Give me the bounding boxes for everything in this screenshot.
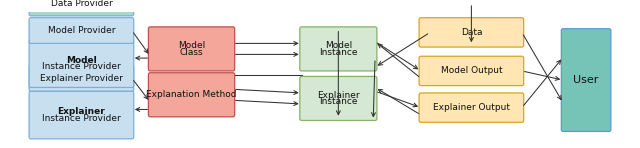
FancyBboxPatch shape — [419, 18, 524, 47]
Text: User: User — [573, 75, 599, 85]
Text: Instance Provider: Instance Provider — [42, 62, 121, 71]
FancyBboxPatch shape — [300, 27, 377, 71]
Text: Explainer: Explainer — [58, 107, 106, 116]
Text: Data: Data — [461, 28, 482, 37]
FancyBboxPatch shape — [419, 93, 524, 122]
Text: Explainer Output: Explainer Output — [433, 103, 510, 112]
FancyBboxPatch shape — [29, 0, 134, 16]
FancyBboxPatch shape — [29, 91, 134, 139]
Text: Model: Model — [324, 41, 352, 50]
FancyBboxPatch shape — [419, 56, 524, 86]
Text: Instance: Instance — [319, 48, 358, 57]
FancyBboxPatch shape — [29, 18, 134, 43]
Text: Model: Model — [178, 41, 205, 50]
Text: Model Output: Model Output — [440, 66, 502, 75]
FancyBboxPatch shape — [29, 65, 134, 91]
FancyBboxPatch shape — [300, 76, 377, 120]
Text: Explainer: Explainer — [317, 91, 360, 100]
FancyBboxPatch shape — [148, 27, 235, 71]
Text: Model Provider: Model Provider — [48, 26, 115, 35]
Text: Explanation Method: Explanation Method — [147, 90, 237, 99]
Text: Instance: Instance — [319, 97, 358, 106]
FancyBboxPatch shape — [29, 40, 134, 87]
Text: Explainer Provider: Explainer Provider — [40, 74, 123, 83]
Text: Instance Provider: Instance Provider — [42, 114, 121, 123]
FancyBboxPatch shape — [561, 29, 611, 131]
Text: Model: Model — [66, 56, 97, 65]
Text: Class: Class — [180, 48, 204, 57]
FancyBboxPatch shape — [148, 73, 235, 117]
Text: Data Provider: Data Provider — [51, 0, 112, 8]
